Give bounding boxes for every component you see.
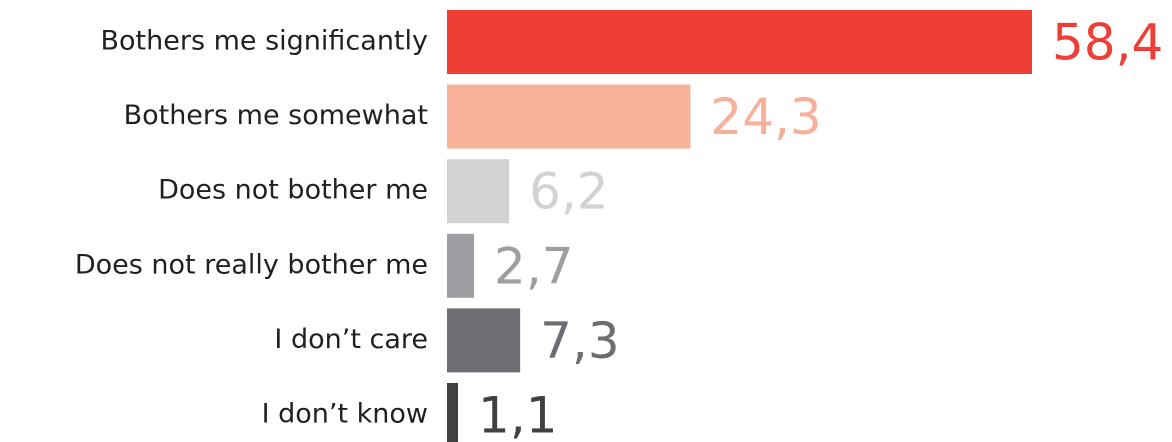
value-label: 24,3	[710, 88, 821, 146]
bar	[447, 233, 475, 298]
value-label: 6,2	[529, 163, 609, 221]
category-label: Does not bother me	[158, 175, 428, 206]
category-label: I don’t know	[262, 399, 428, 430]
bar	[447, 10, 1032, 74]
value-label: 7,3	[540, 312, 620, 370]
value-label: 1,1	[478, 387, 558, 442]
bar	[447, 308, 521, 373]
category-label: Does not really bother me	[75, 249, 428, 280]
category-label: Bothers me significantly	[101, 26, 429, 57]
bar	[447, 383, 459, 442]
bar	[447, 159, 510, 224]
value-label: 58,4	[1052, 14, 1163, 72]
value-label: 2,7	[494, 237, 574, 295]
category-label: I don’t care	[274, 324, 428, 355]
category-label: Bothers me somewhat	[124, 100, 428, 131]
bar	[447, 84, 691, 149]
